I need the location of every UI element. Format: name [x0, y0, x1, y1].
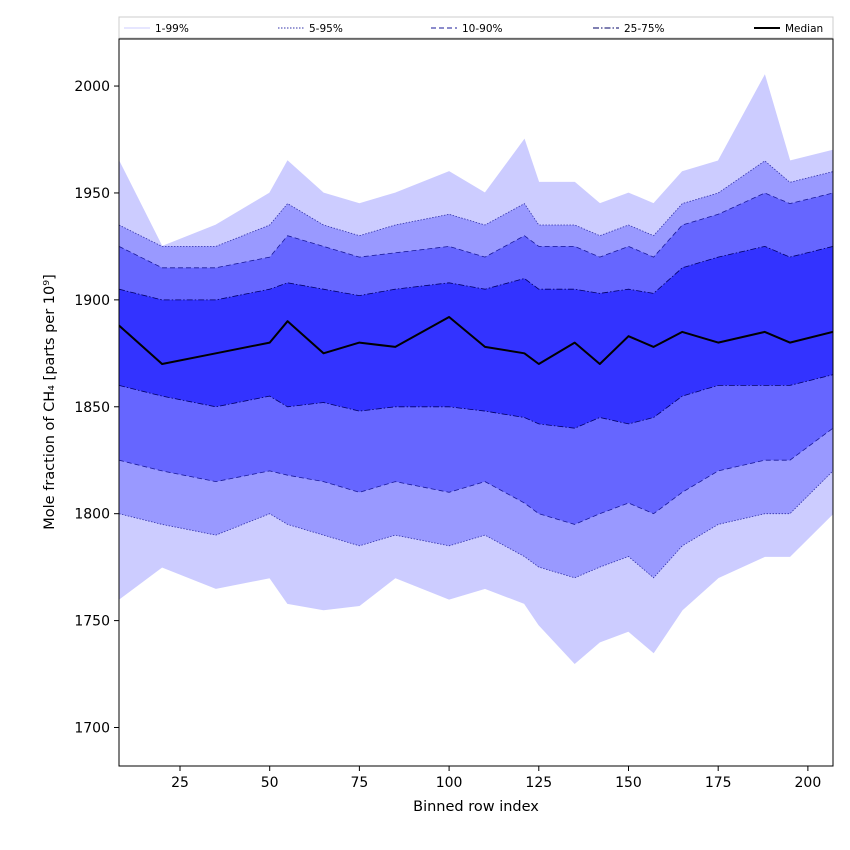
- y-tick-label: 2000: [74, 79, 110, 95]
- x-tick-label: 125: [525, 775, 552, 791]
- x-tick-label: 150: [615, 775, 642, 791]
- x-tick-label: 200: [795, 775, 822, 791]
- legend-label: 1-99%: [155, 23, 189, 35]
- legend-box: [118, 16, 834, 39]
- x-tick-label: 100: [436, 775, 463, 791]
- y-tick-label: 1800: [74, 507, 110, 523]
- median-layer: [119, 316, 833, 365]
- legend-label: Median: [785, 23, 823, 35]
- band-25-75pct-lower-line: [119, 374, 833, 429]
- y-tick-label: 1950: [74, 186, 110, 202]
- x-axis-label: Binned row index: [413, 799, 539, 815]
- band-25-75pct-upper-line: [119, 245, 833, 301]
- y-axis-label: Mole fraction of CH₄ [parts per 10⁹]: [42, 274, 58, 529]
- x-tick-label: 175: [705, 775, 732, 791]
- y-tick-label: 1850: [74, 400, 110, 416]
- legend-label: 10-90%: [462, 23, 503, 35]
- percentile-bands: [119, 74, 833, 664]
- legend: 1-99% 5-95% 10-90% 25-75% Median: [118, 16, 834, 39]
- legend-label: 5-95%: [309, 23, 343, 35]
- band-1-99pct-upper-line: [119, 74, 833, 247]
- plot-frame: [118, 38, 834, 767]
- x-axis: 25 50 75 100 125 150 175 200: [171, 766, 821, 791]
- legend-label: 25-75%: [624, 23, 665, 35]
- y-tick-label: 1900: [74, 293, 110, 309]
- x-tick-label: 25: [171, 775, 189, 791]
- band-25-75pct-fill: [119, 246, 833, 429]
- band-1-99pct-lower-line: [119, 513, 833, 664]
- y-tick-label: 1750: [74, 614, 110, 630]
- x-tick-label: 75: [350, 775, 368, 791]
- median-line: [119, 316, 833, 365]
- band-10-90pct-lower-line: [119, 427, 833, 525]
- y-axis: 1700 1750 1800 1850 1900 1950 2000: [74, 79, 119, 737]
- band-10-90pct-upper-line: [119, 192, 833, 269]
- x-tick-label: 50: [261, 775, 279, 791]
- y-tick-label: 1700: [74, 721, 110, 737]
- band-5-95pct-upper-line: [119, 160, 833, 247]
